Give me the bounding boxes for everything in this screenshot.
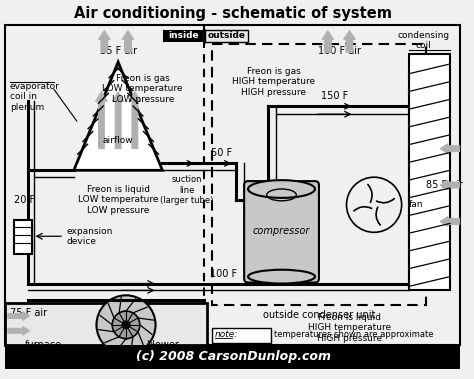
Text: 85 F air: 85 F air xyxy=(426,180,463,190)
Ellipse shape xyxy=(248,270,315,283)
Text: 100 F: 100 F xyxy=(210,269,237,279)
Text: outside condenser unit: outside condenser unit xyxy=(263,310,375,320)
Text: 55 F air: 55 F air xyxy=(100,46,137,56)
Text: 100 F air: 100 F air xyxy=(318,46,361,56)
Text: note:: note: xyxy=(215,330,238,339)
Text: Air conditioning - schematic of system: Air conditioning - schematic of system xyxy=(74,6,392,21)
FancyArrow shape xyxy=(440,180,460,190)
Text: blower: blower xyxy=(146,340,179,349)
FancyArrow shape xyxy=(440,144,460,153)
Circle shape xyxy=(112,311,140,338)
Text: expansion
device: expansion device xyxy=(67,227,113,246)
FancyBboxPatch shape xyxy=(244,181,319,282)
Text: furnace: furnace xyxy=(25,340,62,349)
Text: inside: inside xyxy=(168,31,199,41)
Text: evaporator
coil in
plenum: evaporator coil in plenum xyxy=(10,82,60,111)
Bar xyxy=(212,44,426,305)
Text: Freon is liquid
LOW temperature
LOW pressure: Freon is liquid LOW temperature LOW pres… xyxy=(78,185,158,215)
Text: 75 F air: 75 F air xyxy=(10,308,47,318)
FancyArrow shape xyxy=(112,92,124,149)
Text: 50 F: 50 F xyxy=(211,147,232,158)
Bar xyxy=(14,219,31,254)
FancyArrow shape xyxy=(99,31,110,52)
Bar xyxy=(5,345,460,369)
Bar xyxy=(5,303,207,345)
FancyArrow shape xyxy=(129,92,141,149)
Text: (c) 2008 CarsonDunlop.com: (c) 2008 CarsonDunlop.com xyxy=(136,350,331,363)
Circle shape xyxy=(122,321,130,329)
Text: outside: outside xyxy=(208,31,246,41)
FancyArrow shape xyxy=(95,92,107,149)
Text: temperatures shown are approximate: temperatures shown are approximate xyxy=(273,330,433,339)
FancyArrow shape xyxy=(322,31,334,52)
FancyArrow shape xyxy=(8,326,29,335)
Bar xyxy=(5,25,460,345)
FancyArrow shape xyxy=(122,31,134,52)
Bar xyxy=(409,54,450,290)
Text: Freon is gas
LOW temperature
LOW pressure: Freon is gas LOW temperature LOW pressur… xyxy=(102,74,183,103)
FancyArrow shape xyxy=(8,312,29,320)
Text: fan: fan xyxy=(409,200,423,209)
Circle shape xyxy=(97,295,155,354)
FancyArrow shape xyxy=(344,31,356,52)
FancyArrow shape xyxy=(440,216,460,226)
Text: airflow: airflow xyxy=(103,136,134,145)
Polygon shape xyxy=(74,62,163,170)
Text: condensing
coil: condensing coil xyxy=(397,31,449,50)
Ellipse shape xyxy=(248,180,315,198)
Bar xyxy=(164,30,203,42)
Text: compressor: compressor xyxy=(253,226,310,236)
Text: 150 F: 150 F xyxy=(321,91,348,102)
Bar xyxy=(205,30,248,42)
Text: suction
line
(larger tube): suction line (larger tube) xyxy=(160,175,214,205)
Text: 20 F: 20 F xyxy=(14,195,35,205)
Bar xyxy=(212,328,271,343)
Text: Freon is gas
HIGH temperature
HIGH pressure: Freon is gas HIGH temperature HIGH press… xyxy=(232,67,315,97)
Text: Freon is liquid
HIGH temperature
HIGH pressure: Freon is liquid HIGH temperature HIGH pr… xyxy=(308,313,391,343)
